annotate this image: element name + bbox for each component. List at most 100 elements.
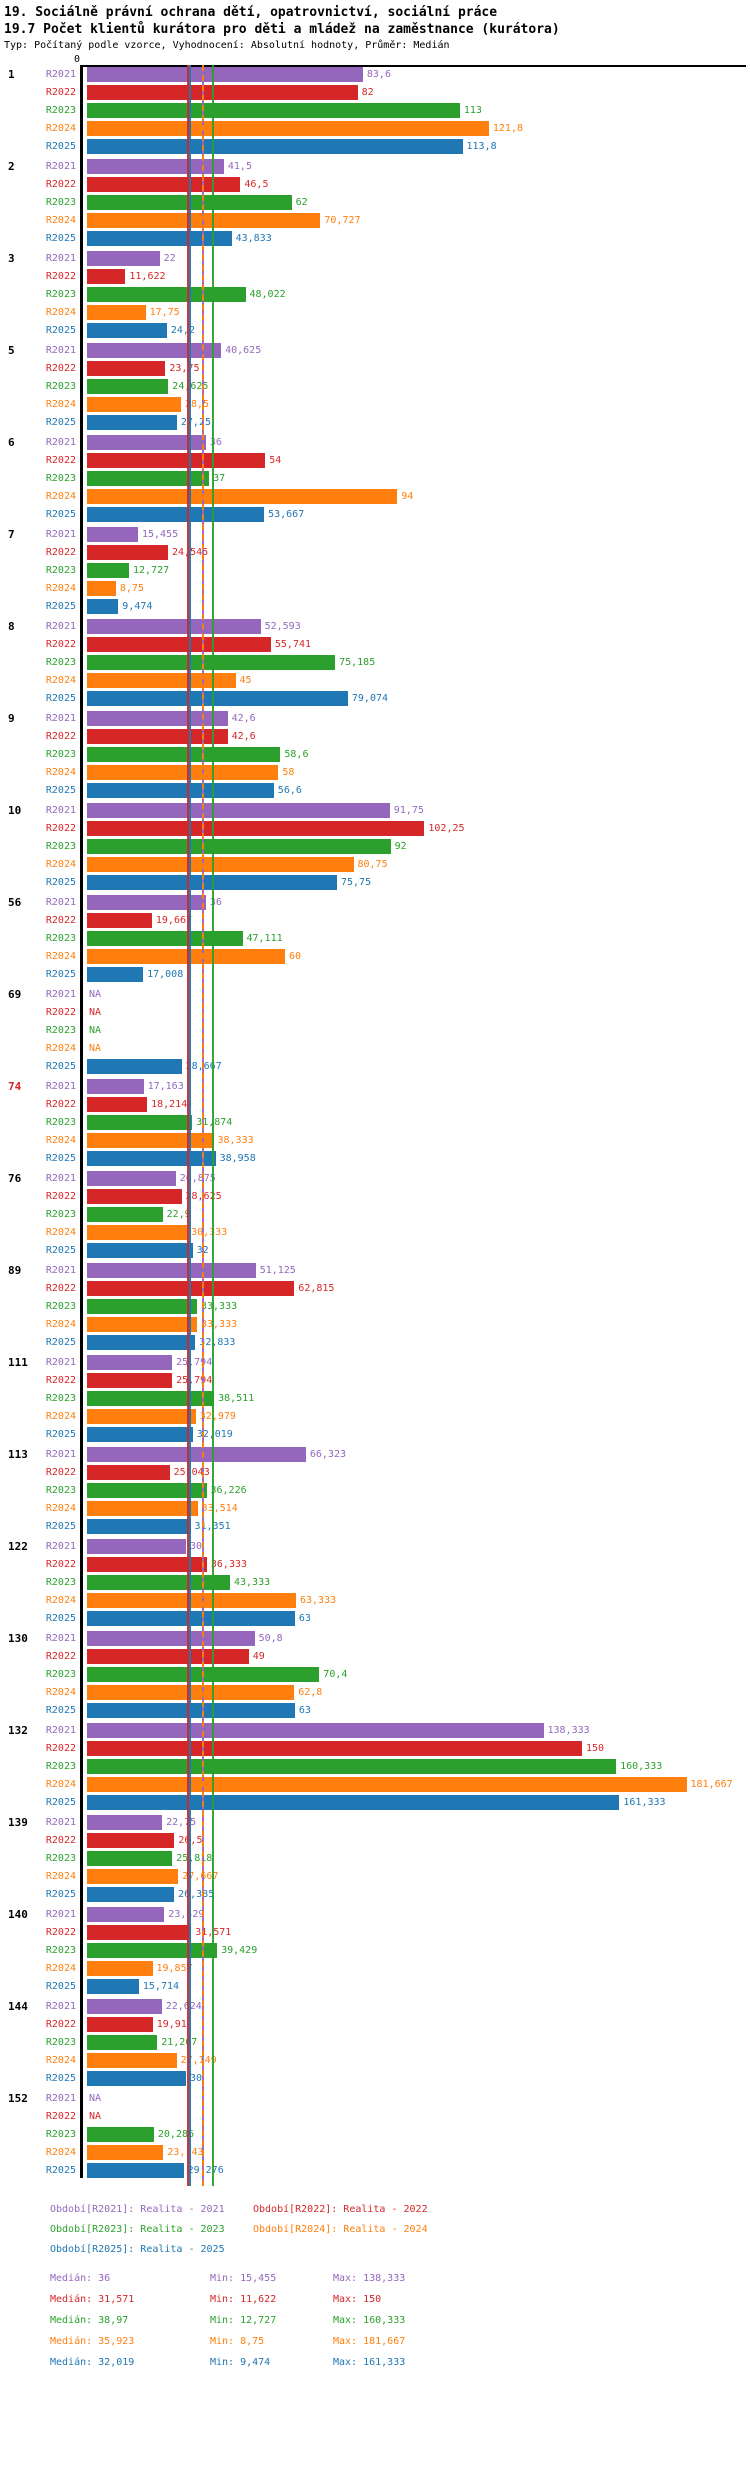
- bar: [87, 1723, 544, 1738]
- year-label: R2025: [45, 1613, 76, 1624]
- bar-row: 122 R2021 30: [0, 1539, 750, 1554]
- bar-row: R2025 32: [0, 1243, 750, 1258]
- year-label: R2025: [45, 509, 76, 520]
- bar-cell: 40,625: [87, 343, 750, 358]
- bar: [87, 1741, 582, 1756]
- year-label: R2025: [45, 693, 76, 704]
- year-label: R2025: [45, 2073, 76, 2084]
- year-label: R2021: [45, 621, 76, 632]
- bar-row: R2022 24,545: [0, 545, 750, 560]
- year-label: R2021: [45, 1817, 76, 1828]
- bar-cell: 24,2: [87, 323, 750, 338]
- bar: [87, 1833, 175, 1848]
- value-label: 63: [298, 1705, 311, 1716]
- bar-cell: 36: [87, 435, 750, 450]
- bar: [87, 1539, 186, 1554]
- bar-cell: 50,8: [87, 1631, 750, 1646]
- value-label: 26,5: [178, 1835, 203, 1846]
- chart-header: 19. Sociálně právní ochrana dětí, opatro…: [0, 0, 750, 53]
- bar-cell: 29,276: [87, 2163, 750, 2178]
- year-label: R2025: [45, 1705, 76, 1716]
- bar: [87, 527, 138, 542]
- bar-row: 2 R2021 41,5: [0, 159, 750, 174]
- value-label: 55,741: [274, 639, 312, 650]
- value-label: 29,276: [187, 2165, 224, 2176]
- value-label: 54: [269, 455, 282, 466]
- bar-row: R2023 36,226: [0, 1483, 750, 1498]
- bar-cell: 27,667: [87, 1869, 750, 1884]
- legend-item-r2023: Období[R2023]: Realita - 2023: [50, 2224, 225, 2235]
- bar: [87, 343, 222, 358]
- year-label: R2025: [45, 1337, 76, 1348]
- year-label: R2025: [45, 1429, 76, 1440]
- bar-cell: 92: [87, 839, 750, 854]
- bar-row: 56 R2021 36: [0, 895, 750, 910]
- value-label: 181,667: [690, 1779, 733, 1790]
- bar-row: R2024 27,149: [0, 2053, 750, 2068]
- year-label: R2025: [45, 785, 76, 796]
- year-label: R2024: [45, 399, 76, 410]
- stat-max-r2023: Max: 160,333: [333, 2315, 406, 2326]
- year-label: R2024: [45, 2055, 76, 2066]
- bar-cell: 23,429: [87, 1907, 750, 1922]
- bar: [87, 839, 391, 854]
- value-label: 47,111: [246, 933, 283, 944]
- value-label: 22,9: [166, 1209, 191, 1220]
- bar-cell: NA: [87, 987, 750, 1002]
- value-label: 43,333: [234, 1577, 271, 1588]
- year-label: R2021: [45, 437, 76, 448]
- bar: [87, 415, 177, 430]
- legend-item-r2022: Období[R2022]: Realita - 2022: [253, 2204, 428, 2215]
- bar-row: R2025 161,333: [0, 1795, 750, 1810]
- year-label: R2025: [45, 1061, 76, 1072]
- value-label: 48,022: [249, 289, 286, 300]
- group-label: 111: [8, 1356, 28, 1369]
- value-label: 24,2: [170, 325, 195, 336]
- value-label: 45: [239, 675, 252, 686]
- bar-cell: 22,624: [87, 1999, 750, 2014]
- value-label: 32: [196, 1245, 209, 1256]
- bar: [87, 2127, 154, 2142]
- value-label: 40,625: [225, 345, 262, 356]
- year-label: R2023: [45, 1577, 76, 1588]
- bar: [87, 857, 354, 872]
- bar-cell: 23,75: [87, 361, 750, 376]
- bar-row: R2022 19,667: [0, 913, 750, 928]
- bar: [87, 471, 210, 486]
- value-label: 32,979: [199, 1411, 236, 1422]
- bar: [87, 931, 243, 946]
- bar: [87, 765, 279, 780]
- bar-cell: 22,9: [87, 1207, 750, 1222]
- bar-row: R2024 32,979: [0, 1409, 750, 1424]
- bar-cell: 30: [87, 2071, 750, 2086]
- value-label: 79,074: [351, 693, 389, 704]
- bar-cell: 63,333: [87, 1593, 750, 1608]
- year-label: R2024: [45, 767, 76, 778]
- bar-row: 7 R2021 15,455: [0, 527, 750, 542]
- year-label: R2021: [45, 1541, 76, 1552]
- bar-cell: 49: [87, 1649, 750, 1664]
- group-label: 8: [8, 620, 15, 633]
- bar: [87, 453, 266, 468]
- year-label: R2024: [45, 951, 76, 962]
- bar-cell: 102,25: [87, 821, 750, 836]
- plot: 0 1 R2021 83,6 R2022 82 R2023 113 R2024 121,8 R20…: [0, 54, 750, 2186]
- bar: [87, 251, 160, 266]
- bar: [87, 1999, 162, 2014]
- bar: [87, 1887, 175, 1902]
- bar-cell: 161,333: [87, 1795, 750, 1810]
- group-label: 113: [8, 1448, 28, 1461]
- bar-row: 144 R2021 22,624: [0, 1999, 750, 2014]
- value-label: 12,727: [133, 565, 170, 576]
- year-label: R2025: [45, 2165, 76, 2176]
- bar-row: R2024 NA: [0, 1041, 750, 1056]
- value-label: 113: [463, 105, 482, 116]
- group-label: 144: [8, 2000, 28, 2013]
- bar: [87, 2071, 186, 2086]
- value-label: 24,625: [172, 381, 209, 392]
- value-label: 15,714: [142, 1981, 180, 1992]
- bar: [87, 673, 236, 688]
- bar: [87, 1447, 306, 1462]
- year-label: R2023: [45, 565, 76, 576]
- bar-cell: 150: [87, 1741, 750, 1756]
